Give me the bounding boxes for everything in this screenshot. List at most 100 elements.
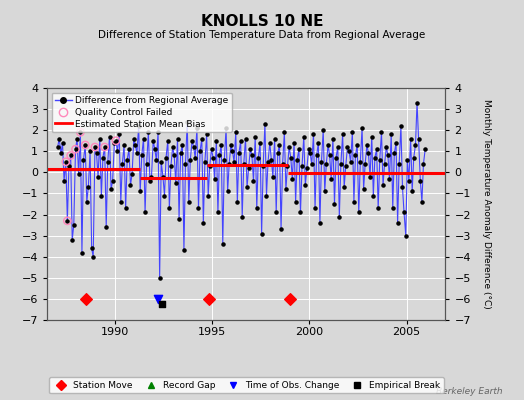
Point [70, 222, 78, 228]
Point [303, 165, 311, 171]
Point [419, 161, 428, 167]
Point [117, 199, 125, 205]
Point [156, 275, 164, 281]
Point [345, 148, 353, 154]
Point [147, 173, 156, 180]
Point [227, 142, 235, 148]
Point [300, 133, 308, 140]
Point [416, 178, 424, 184]
Point [157, 159, 166, 165]
Point [63, 218, 72, 224]
Point [202, 131, 211, 138]
Point [343, 144, 352, 150]
Point [314, 140, 323, 146]
Point [180, 247, 188, 254]
Point [71, 146, 80, 152]
Point [81, 142, 90, 148]
Point [154, 129, 162, 136]
Point [173, 136, 182, 142]
Point [309, 131, 318, 138]
Point [364, 150, 373, 156]
Point [332, 154, 340, 161]
Point [389, 205, 397, 212]
Point [293, 156, 301, 163]
Point [83, 199, 91, 205]
Point [421, 146, 429, 152]
Point [335, 214, 344, 220]
Point [201, 159, 209, 165]
Point [165, 205, 173, 212]
Point [146, 178, 154, 184]
Point [230, 159, 238, 165]
Point [186, 156, 194, 163]
Point [261, 121, 269, 127]
Point [363, 142, 371, 148]
Point [403, 156, 411, 163]
Point [413, 100, 421, 106]
Point [353, 142, 362, 148]
Point [55, 136, 63, 142]
Point [385, 176, 394, 182]
Point [249, 178, 258, 184]
Point [374, 205, 383, 212]
Point [414, 136, 423, 142]
Point [228, 148, 237, 154]
Point [337, 161, 345, 167]
Point [243, 184, 251, 190]
Point [199, 220, 208, 226]
Point [92, 150, 101, 156]
Point [152, 156, 160, 163]
Point [225, 161, 233, 167]
Point [81, 142, 90, 148]
Point [384, 152, 392, 159]
Point [177, 150, 185, 156]
Point [91, 144, 99, 150]
Point [214, 209, 222, 216]
Point [144, 129, 152, 136]
Point [355, 209, 363, 216]
Point [270, 136, 279, 142]
Point [373, 146, 381, 152]
Point [215, 152, 224, 159]
Point [244, 165, 253, 171]
Point [78, 249, 86, 256]
Point [376, 156, 384, 163]
Point [392, 140, 400, 146]
Point [418, 199, 426, 205]
Point [405, 178, 413, 184]
Point [322, 161, 331, 167]
Point [248, 152, 256, 159]
Point [233, 199, 242, 205]
Point [175, 216, 183, 222]
Point [128, 171, 136, 178]
Point [211, 176, 219, 182]
Point [67, 152, 75, 159]
Point [280, 129, 289, 136]
Point [129, 136, 138, 142]
Point [178, 142, 187, 148]
Point [86, 148, 94, 154]
Point [184, 199, 193, 205]
Point [395, 161, 403, 167]
Point [266, 140, 274, 146]
Point [350, 199, 358, 205]
Point [410, 154, 418, 161]
Point [112, 138, 120, 144]
Point [317, 159, 325, 165]
Point [253, 205, 261, 212]
Point [359, 186, 368, 192]
Point [160, 192, 169, 199]
Point [397, 123, 405, 129]
Point [205, 296, 214, 302]
Point [125, 146, 133, 152]
Point [122, 205, 130, 212]
Point [278, 161, 287, 167]
Point [400, 209, 408, 216]
Point [269, 173, 277, 180]
Point [369, 192, 377, 199]
Point [123, 156, 132, 163]
Point [88, 245, 96, 252]
Point [118, 161, 126, 167]
Point [306, 150, 314, 156]
Point [89, 254, 97, 260]
